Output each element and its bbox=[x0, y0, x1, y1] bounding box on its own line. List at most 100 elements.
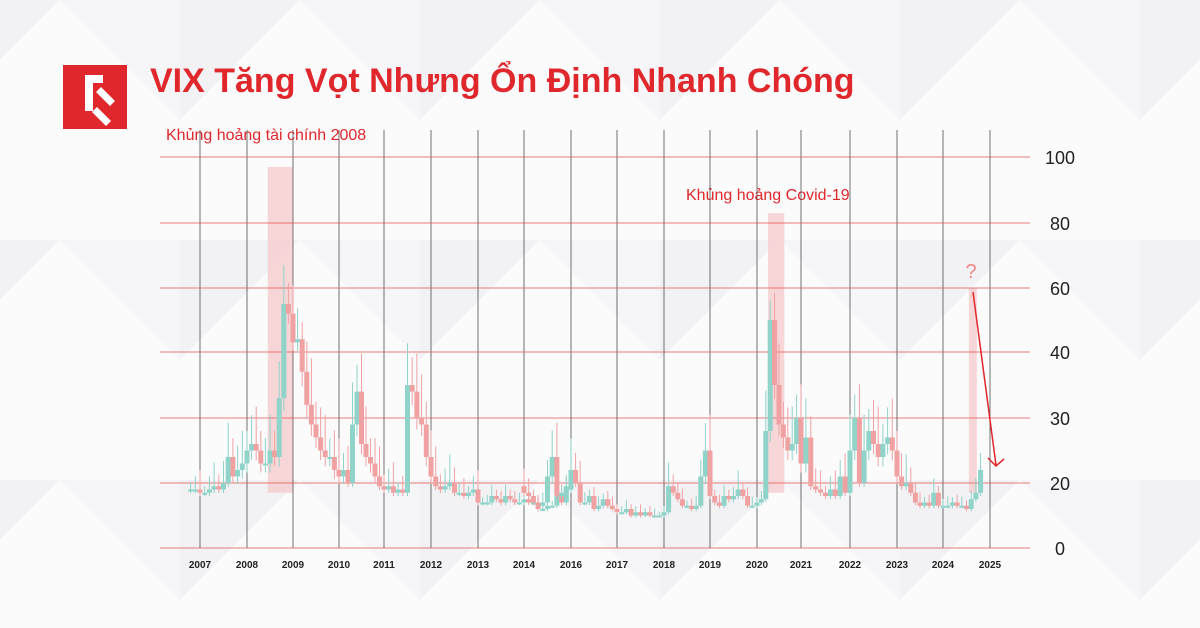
candle-body bbox=[521, 499, 527, 503]
candle-body bbox=[249, 444, 255, 451]
candle-body bbox=[192, 489, 198, 492]
candle-body bbox=[968, 499, 974, 509]
candle-body bbox=[945, 505, 951, 508]
candle-body bbox=[336, 470, 342, 477]
candle-body bbox=[875, 444, 881, 457]
candle-body bbox=[350, 424, 355, 483]
candle-body bbox=[818, 489, 824, 493]
candle-body bbox=[837, 476, 843, 496]
candle-body bbox=[582, 502, 588, 505]
candle-body bbox=[419, 418, 425, 425]
candle-body bbox=[267, 450, 273, 464]
candle-body bbox=[480, 502, 486, 505]
candle-body bbox=[652, 515, 658, 518]
candle-body bbox=[794, 418, 800, 444]
candle-body bbox=[935, 492, 941, 506]
brand-logo bbox=[63, 65, 127, 129]
candle-body bbox=[276, 398, 282, 457]
x-tick-label: 2012 bbox=[420, 560, 443, 571]
candle-body bbox=[698, 476, 704, 506]
candle-body bbox=[202, 492, 208, 495]
candle-body bbox=[749, 505, 755, 508]
candle-body bbox=[470, 489, 476, 493]
candle-body bbox=[832, 489, 838, 496]
candle-body bbox=[745, 496, 751, 506]
candle-body bbox=[493, 496, 499, 500]
annotation-2008-crisis: Khủng hoảng tài chính 2008 bbox=[166, 127, 367, 144]
candle-body bbox=[549, 457, 555, 477]
y-tick-label: 40 bbox=[1050, 343, 1070, 363]
candle-body bbox=[507, 496, 513, 500]
candle-body bbox=[964, 505, 969, 509]
candle-body bbox=[230, 457, 236, 477]
candle-body bbox=[377, 476, 382, 487]
candle-body bbox=[308, 404, 314, 425]
candle-body bbox=[521, 486, 527, 493]
candle-body bbox=[322, 450, 328, 457]
candle-body bbox=[917, 502, 923, 506]
candle-body bbox=[216, 486, 222, 490]
trend-arrow-head bbox=[987, 457, 1005, 468]
y-tick-label: 20 bbox=[1050, 474, 1070, 494]
candle-body bbox=[954, 502, 960, 506]
candle-body bbox=[304, 371, 310, 405]
candle-body bbox=[341, 470, 346, 477]
trend-arrow-line bbox=[972, 291, 997, 466]
candle-body bbox=[693, 505, 699, 509]
candle-body bbox=[456, 492, 462, 495]
y-tick-label: 80 bbox=[1050, 214, 1070, 234]
annotation-covid-crisis: Khủng hoảng Covid-19 bbox=[686, 187, 850, 204]
candle-body bbox=[772, 320, 778, 385]
x-tick-label: 2016 bbox=[560, 560, 583, 571]
candle-body bbox=[899, 476, 905, 487]
candle-body bbox=[437, 486, 443, 490]
candle-body bbox=[197, 489, 203, 493]
x-tick-label: 2024 bbox=[932, 560, 955, 571]
candle-body bbox=[452, 483, 457, 493]
candle-body bbox=[633, 512, 639, 516]
candle-body bbox=[642, 512, 648, 516]
candle-body bbox=[498, 499, 504, 503]
candle-body bbox=[258, 450, 264, 464]
candle-body bbox=[295, 339, 301, 343]
x-tick-label: 2022 bbox=[839, 560, 862, 571]
x-tick-label: 2013 bbox=[467, 560, 490, 571]
x-tick-label: 2019 bbox=[699, 560, 722, 571]
candle-body bbox=[684, 505, 690, 508]
candle-body bbox=[740, 489, 746, 496]
y-tick-label: 30 bbox=[1050, 409, 1070, 429]
candle-body bbox=[600, 499, 606, 506]
candle-body bbox=[563, 489, 569, 493]
x-tick-label: 2011 bbox=[373, 560, 395, 571]
candle-body bbox=[433, 476, 439, 487]
candle-body bbox=[908, 483, 914, 493]
candle-body bbox=[512, 499, 518, 503]
candle-body bbox=[545, 505, 550, 509]
candle-body bbox=[666, 486, 672, 513]
candle-body bbox=[299, 339, 305, 372]
candle-body bbox=[780, 424, 786, 438]
candle-body bbox=[244, 450, 250, 464]
candle-body bbox=[414, 391, 420, 418]
candle-body bbox=[489, 496, 495, 503]
x-tick-label: 2017 bbox=[606, 560, 629, 571]
candle-body bbox=[211, 486, 217, 490]
candle-body bbox=[281, 304, 287, 399]
candle-body bbox=[978, 470, 984, 493]
candle-body bbox=[754, 502, 760, 506]
candle-body bbox=[354, 391, 360, 425]
candle-body bbox=[206, 489, 212, 493]
candle-body bbox=[568, 470, 574, 490]
x-tick-label: 2010 bbox=[328, 560, 351, 571]
candle-body bbox=[526, 492, 532, 496]
candle-body bbox=[803, 437, 809, 464]
x-tick-label: 2018 bbox=[653, 560, 676, 571]
candle-body bbox=[679, 499, 685, 506]
candle-body bbox=[516, 502, 522, 505]
candle-body bbox=[466, 492, 472, 496]
candle-body bbox=[731, 496, 736, 500]
candle-body bbox=[225, 457, 231, 483]
candle-body bbox=[559, 492, 565, 496]
candle-body bbox=[973, 492, 979, 500]
candle-body bbox=[405, 385, 410, 493]
